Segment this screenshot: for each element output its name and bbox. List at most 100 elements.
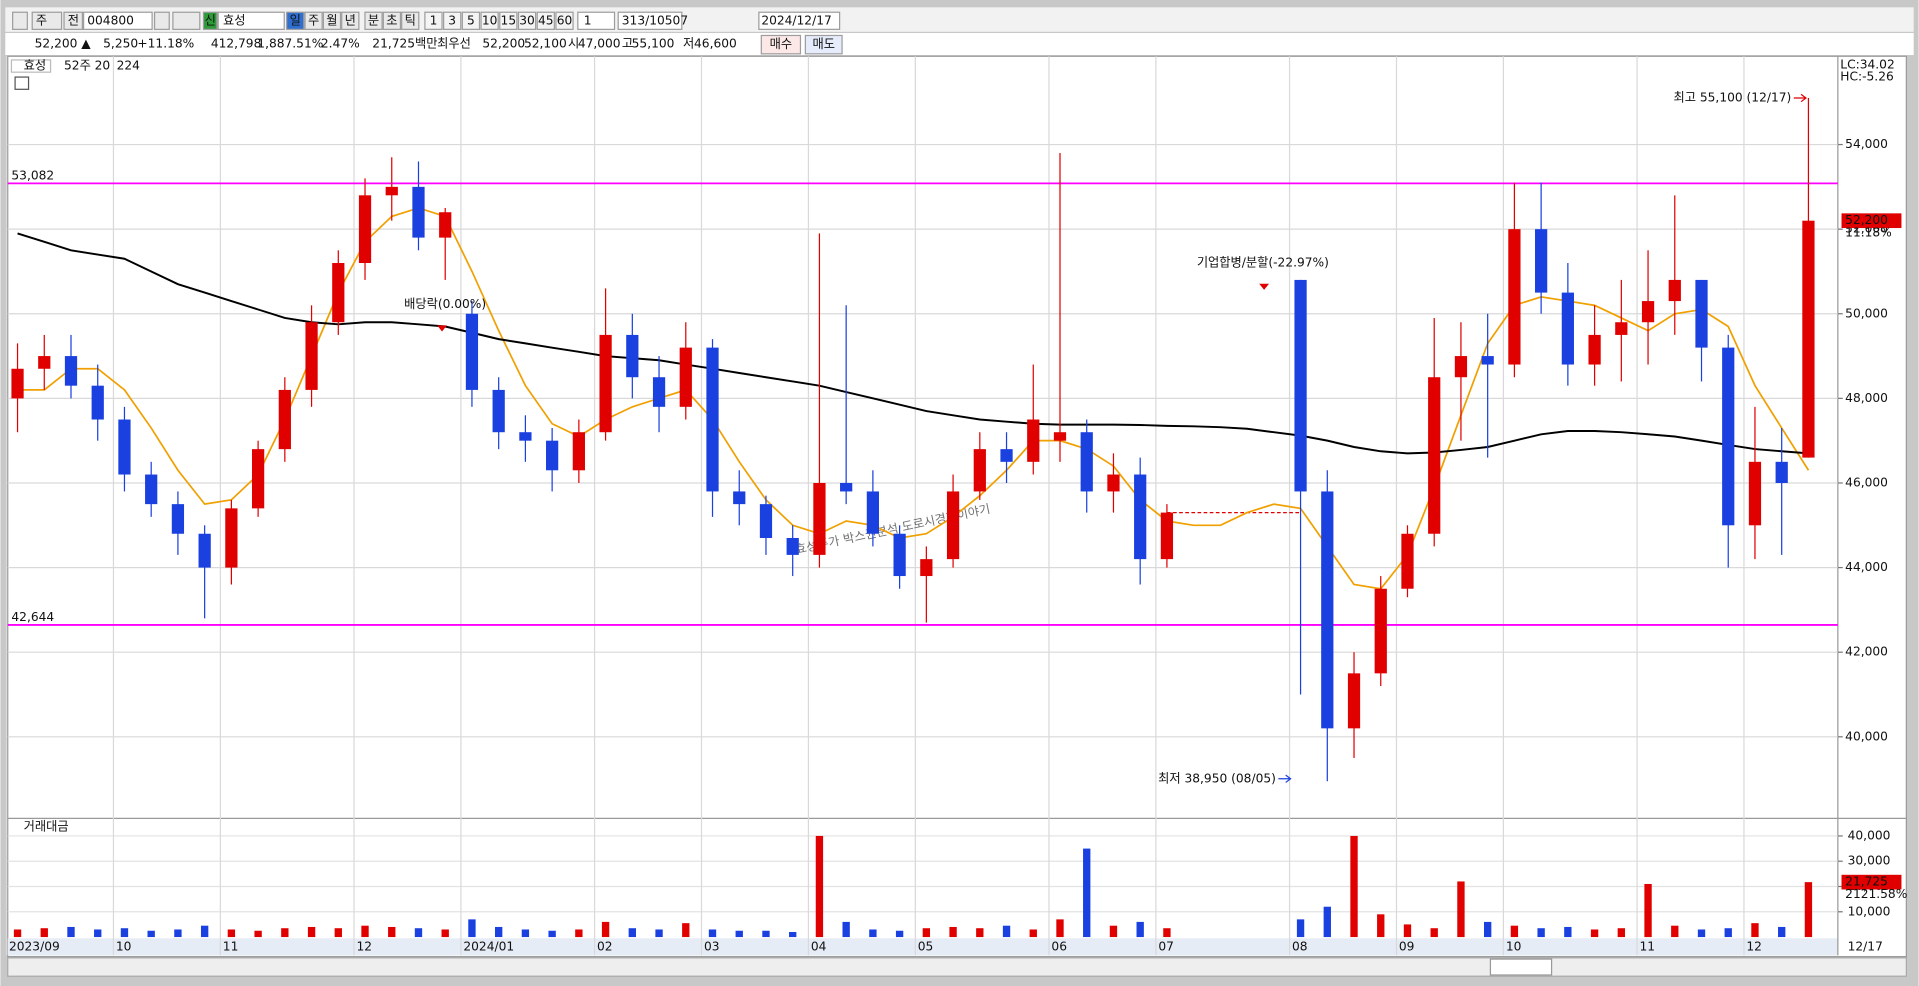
minute-button[interactable]: 60 — [557, 13, 573, 27]
candle-body — [118, 419, 131, 475]
button[interactable] — [577, 11, 616, 30]
minute-button[interactable]: 30 — [519, 13, 535, 27]
period-button[interactable]: 일 — [290, 13, 301, 27]
quote-turnover: 2.47% — [321, 37, 360, 51]
minute-button[interactable]: 15 — [501, 13, 517, 27]
minute-button[interactable]: 5 — [467, 13, 475, 27]
button[interactable] — [31, 11, 63, 30]
button[interactable] — [172, 11, 201, 30]
button[interactable] — [804, 34, 843, 55]
candle-body — [1775, 461, 1788, 483]
button[interactable] — [461, 11, 481, 30]
volume-bar — [842, 921, 850, 938]
volume-bar — [655, 929, 663, 938]
volume-bar — [1403, 924, 1412, 938]
button[interactable] — [304, 11, 323, 30]
volume-tick-label: 40,000 — [1848, 828, 1891, 842]
quote-price: 52,200 ▲ — [35, 37, 92, 51]
legend-ma: 224 — [117, 59, 141, 73]
button[interactable] — [555, 11, 574, 30]
x-tick-label: 09 — [1399, 939, 1415, 953]
period-button[interactable]: 초 — [386, 13, 397, 27]
minute-button[interactable]: 10 — [482, 13, 498, 27]
volume-bar — [708, 929, 717, 938]
name-input[interactable]: 효성 — [223, 13, 245, 27]
volume-bar — [1804, 882, 1813, 938]
button[interactable] — [760, 34, 802, 55]
count-input[interactable]: 1 — [584, 13, 592, 27]
legend-stock: 효성 — [24, 59, 46, 73]
scroll-thumb[interactable] — [1489, 958, 1553, 976]
code-input[interactable]: 004800 — [87, 13, 134, 27]
high-annotation: 최고 55,100 (12/17) — [1674, 91, 1792, 105]
volume-bar — [735, 930, 743, 938]
buy-button[interactable]: 매수 — [770, 37, 792, 51]
period-button[interactable]: 틱 — [405, 13, 416, 27]
period-button[interactable]: 년 — [345, 13, 356, 27]
button[interactable] — [617, 11, 683, 30]
volume-bar — [1377, 914, 1385, 938]
volume-bar — [949, 926, 957, 938]
button[interactable] — [480, 11, 499, 30]
candle-body — [1695, 279, 1708, 348]
button[interactable] — [202, 11, 218, 30]
candle-body — [1027, 419, 1040, 462]
x-tick-label: 07 — [1158, 939, 1174, 953]
button[interactable] — [517, 11, 537, 30]
button[interactable] — [341, 11, 360, 30]
candle-body — [519, 432, 532, 441]
period-button[interactable]: 월 — [326, 13, 337, 27]
button[interactable] — [443, 11, 462, 30]
button[interactable] — [12, 11, 28, 30]
button[interactable] — [217, 11, 285, 30]
high-arrow — [1793, 93, 1807, 103]
period-button[interactable]: 분 — [368, 13, 379, 27]
candle-body — [1347, 673, 1361, 729]
candle-body — [706, 347, 719, 492]
volume-tick-label: 30,000 — [1848, 854, 1891, 868]
hc-label: HC:-5.26 — [1840, 70, 1893, 84]
candle-body — [38, 356, 51, 369]
volume-bar — [1537, 928, 1545, 938]
button[interactable] — [424, 11, 443, 30]
button[interactable] — [63, 11, 83, 30]
button[interactable] — [82, 11, 153, 30]
minute-button[interactable]: 1 — [430, 13, 438, 27]
button[interactable] — [382, 11, 402, 30]
y-tick-label: 40,000 — [1845, 729, 1888, 743]
grid-icon[interactable] — [14, 76, 30, 90]
period-button[interactable]: 주 — [308, 13, 319, 27]
button[interactable] — [153, 11, 170, 30]
button[interactable] — [286, 11, 305, 30]
minute-button[interactable]: 3 — [448, 13, 456, 27]
button[interactable] — [536, 11, 555, 30]
volume-bar — [1323, 906, 1331, 938]
button[interactable] — [322, 11, 342, 30]
sell-button[interactable]: 매도 — [812, 37, 834, 51]
button[interactable] — [401, 11, 420, 30]
volume-bar — [815, 835, 824, 938]
button[interactable] — [758, 11, 841, 30]
quote-best-bid: 52,100 — [524, 37, 567, 51]
volume-bar — [174, 929, 182, 938]
minute-button[interactable]: 45 — [538, 13, 554, 27]
quote-high-label: 고 — [622, 37, 633, 51]
candle-body — [305, 322, 318, 390]
button[interactable] — [364, 11, 383, 30]
volume-bar — [1136, 921, 1144, 938]
date-input[interactable]: 2024/12/17 — [761, 13, 831, 27]
volume-bar — [254, 930, 262, 938]
candle-body — [572, 432, 585, 471]
low-annotation: 최저 38,950 (08/05) — [1158, 771, 1276, 785]
legend-52w: 52주 — [64, 59, 91, 73]
candle-body — [652, 377, 666, 407]
candle-body — [171, 504, 185, 534]
volume-bar — [67, 926, 75, 938]
quote-open: 47,000 — [578, 37, 621, 51]
quote-change-pct: +11.18% — [137, 37, 194, 51]
scrollbar[interactable] — [7, 957, 1907, 977]
button[interactable] — [499, 11, 518, 30]
total-count: /10507 — [645, 13, 688, 27]
quote-low: 46,600 — [694, 37, 737, 51]
candle-body — [1481, 356, 1494, 365]
